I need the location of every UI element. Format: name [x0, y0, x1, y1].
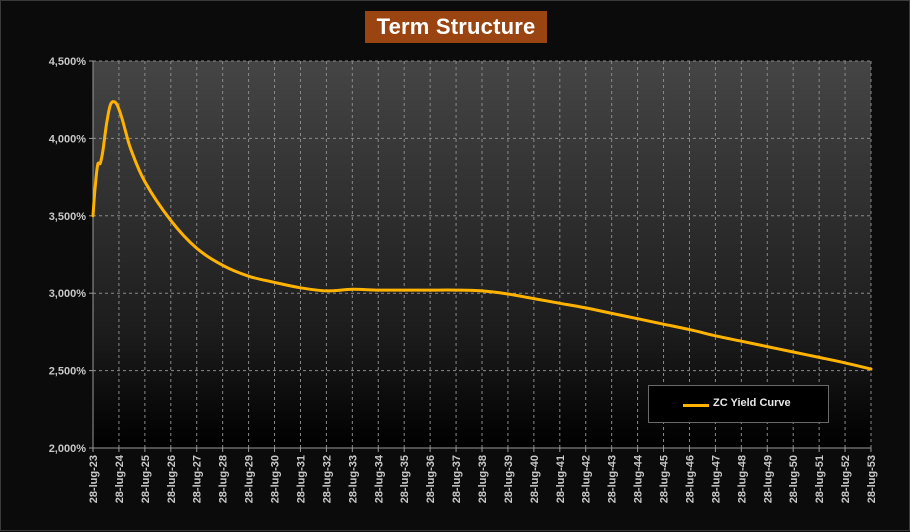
- series-group: [91, 100, 873, 371]
- x-tick-label: 28-lug-41: [555, 455, 567, 503]
- legend: ZC Yield Curve: [648, 385, 829, 423]
- x-tick-label: 28-lug-53: [866, 455, 878, 503]
- x-tick-label: 28-lug-51: [814, 455, 826, 503]
- x-tick-label: 28-lug-24: [114, 454, 126, 503]
- x-tick-label: 28-lug-29: [244, 455, 256, 503]
- x-tick-label: 28-lug-25: [140, 455, 152, 503]
- x-tick-label: 28-lug-46: [684, 455, 696, 503]
- series-line-zc-yield-curve: [91, 100, 873, 371]
- y-tick-label: 2,500%: [49, 366, 87, 378]
- x-tick-label: 28-lug-33: [347, 455, 359, 503]
- x-tick-label: 28-lug-31: [295, 455, 307, 503]
- y-tick-label: 2,000%: [49, 443, 87, 455]
- legend-label: ZC Yield Curve: [713, 397, 791, 409]
- x-tick-label: 28-lug-28: [218, 455, 230, 503]
- x-tick-label: 28-lug-48: [736, 455, 748, 503]
- legend-line-swatch: [683, 404, 709, 407]
- x-axis: 28-lug-23 28-lug-24 28-lug-25 28-lug-26 28-l…: [88, 447, 878, 503]
- x-tick-label: 28-lug-42: [581, 455, 593, 503]
- x-tick-label: 28-lug-39: [503, 455, 515, 503]
- x-tick-label: 28-lug-27: [192, 455, 204, 503]
- x-tick-label: 28-lug-45: [659, 455, 671, 503]
- y-tick-label: 4,000%: [49, 133, 87, 145]
- x-tick-label: 28-lug-40: [529, 455, 541, 503]
- x-tick-label: 28-lug-34: [373, 454, 385, 503]
- x-tick-label: 28-lug-36: [425, 455, 437, 503]
- y-tick-label: 3,000%: [49, 288, 87, 300]
- x-tick-label: 28-lug-44: [633, 454, 645, 503]
- x-tick-label: 28-lug-23: [88, 455, 100, 503]
- y-tick-label: 3,500%: [49, 211, 87, 223]
- x-tick-label: 28-lug-50: [788, 455, 800, 503]
- y-tick-label: 4,500%: [49, 56, 87, 68]
- x-tick-label: 28-lug-30: [270, 455, 282, 503]
- x-tick-label: 28-lug-47: [710, 455, 722, 503]
- chart-title: Term Structure: [365, 11, 547, 43]
- x-tick-label: 28-lug-38: [477, 455, 489, 503]
- x-tick-label: 28-lug-52: [840, 455, 852, 503]
- x-tick-label: 28-lug-26: [166, 455, 178, 503]
- x-tick-label: 28-lug-37: [451, 455, 463, 503]
- x-tick-label: 28-lug-32: [321, 455, 333, 503]
- x-tick-label: 28-lug-35: [399, 455, 411, 503]
- x-tick-label: 28-lug-43: [607, 455, 619, 503]
- x-tick-label: 28-lug-49: [762, 455, 774, 503]
- y-axis: 2,000% 2,500% 3,000% 3,500% 4,000% 4,500%: [49, 56, 94, 455]
